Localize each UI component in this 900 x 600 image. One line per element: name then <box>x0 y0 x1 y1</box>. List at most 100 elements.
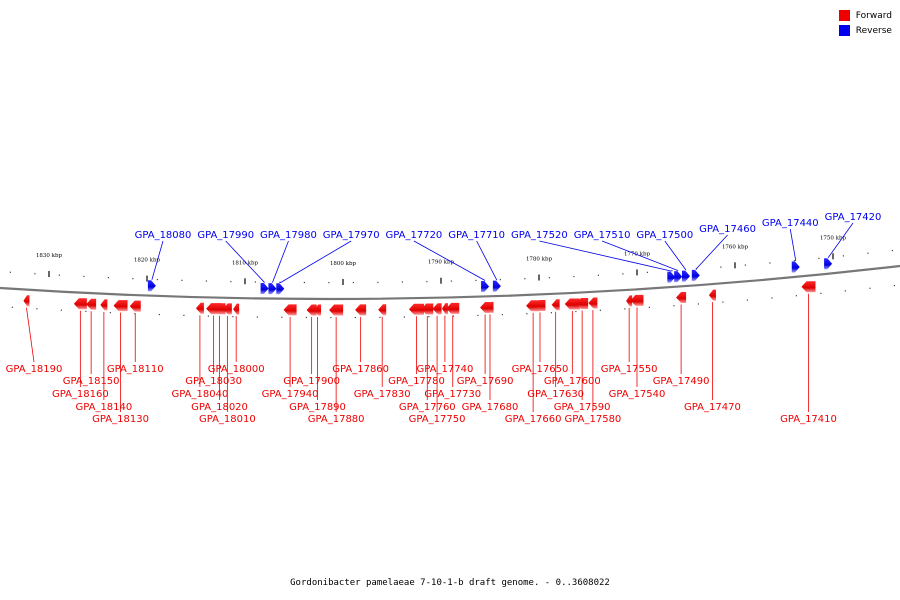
gene-label-gpa-18000: GPA_18000 <box>208 364 265 375</box>
label-line <box>26 307 35 363</box>
gene-gpa-17970 <box>276 283 285 295</box>
gene-label-gpa-17760: GPA_17760 <box>399 402 456 413</box>
gene-gpa-17720 <box>481 281 490 293</box>
axis-dot <box>426 281 428 283</box>
gene-gpa-17900 <box>306 304 317 316</box>
gene-gpa-17890 <box>314 304 322 316</box>
axis-dot <box>452 315 454 317</box>
axis-dot <box>379 316 381 318</box>
gene-gpa-18140 <box>100 299 108 311</box>
axis-dot <box>722 301 724 303</box>
axis-dot <box>720 266 722 268</box>
axis-dot <box>36 308 38 310</box>
axis-dot <box>107 277 109 279</box>
gene-label-gpa-17550: GPA_17550 <box>601 364 658 375</box>
gene-label-gpa-17510: GPA_17510 <box>574 230 631 241</box>
gene-gpa-17940 <box>283 304 297 316</box>
gene-gpa-17880 <box>329 304 344 316</box>
axis-dot <box>771 297 773 299</box>
label-line <box>789 228 797 262</box>
label-line <box>664 240 687 271</box>
axis-dot <box>624 308 626 310</box>
gene-gpa-17710 <box>492 280 501 292</box>
gene-gpa-17780 <box>409 303 424 315</box>
gene-gpa-18110 <box>129 300 141 312</box>
axis-dot <box>746 299 748 301</box>
gene-label-gpa-18020: GPA_18020 <box>191 402 248 413</box>
forward-label-lines <box>26 293 809 412</box>
gene-label-gpa-18190: GPA_18190 <box>6 364 63 375</box>
gene-label-gpa-18140: GPA_18140 <box>75 402 132 413</box>
axis-dot <box>477 314 479 317</box>
axis-dot <box>550 312 552 314</box>
gene-label-gpa-17780: GPA_17780 <box>388 376 445 387</box>
gene-label-gpa-17420: GPA_17420 <box>825 212 882 223</box>
axis-dot <box>869 287 871 289</box>
axis-dot <box>330 316 332 319</box>
label-line <box>272 240 289 283</box>
gene-label-gpa-17650: GPA_17650 <box>512 364 569 375</box>
gene-label-gpa-17460: GPA_17460 <box>699 224 756 235</box>
axis-dot <box>795 295 797 297</box>
axis-dot <box>893 284 895 287</box>
axis-dot <box>524 278 526 280</box>
label-line <box>695 234 728 270</box>
label-line <box>539 240 672 272</box>
gene-label-gpa-17440: GPA_17440 <box>762 218 819 229</box>
legend-forward-label: Forward <box>855 10 892 21</box>
gene-gpa-17410 <box>801 281 816 293</box>
axis-dot <box>328 281 330 284</box>
gene-label-gpa-17500: GPA_17500 <box>636 230 693 241</box>
gene-label-gpa-17410: GPA_17410 <box>780 414 837 425</box>
gene-gpa-17520 <box>667 271 676 283</box>
axis-dot <box>597 274 599 276</box>
gene-label-gpa-17470: GPA_17470 <box>684 402 741 413</box>
axis-dot <box>158 313 160 316</box>
gene-gpa-17860 <box>355 304 367 316</box>
axis-dot <box>673 305 675 307</box>
gene-label-gpa-17900: GPA_17900 <box>283 376 340 387</box>
axis-dots <box>9 249 895 319</box>
gene-gpa-17760 <box>421 303 434 315</box>
axis-dot <box>11 306 13 308</box>
gene-label-gpa-17940: GPA_17940 <box>262 389 319 400</box>
axis-dot <box>403 316 405 318</box>
axis-tick-label: 1830 kbp <box>36 253 63 259</box>
gene-label-gpa-17580: GPA_17580 <box>565 414 622 425</box>
legend-forward: Forward <box>838 8 892 23</box>
axis-dot <box>818 257 820 259</box>
gene-label-gpa-17830: GPA_17830 <box>354 389 411 400</box>
axis-dot <box>744 264 746 266</box>
axis-tick-label: 1780 kbp <box>526 257 553 263</box>
gene-gpa-17460 <box>691 269 700 281</box>
legend-reverse-swatch <box>838 25 850 36</box>
gene-gpa-17680 <box>486 301 494 313</box>
gene-gpa-17580 <box>588 297 598 309</box>
label-line <box>225 240 265 283</box>
label-line <box>280 240 352 284</box>
axis-tick-label: 1820 kbp <box>134 258 161 264</box>
gene-gpa-18150 <box>86 298 97 310</box>
axis-dot <box>58 274 60 276</box>
gene-gpa-17660 <box>526 300 541 312</box>
axis-dot <box>501 314 503 316</box>
gene-label-gpa-18040: GPA_18040 <box>172 389 229 400</box>
forward-genes <box>23 281 816 316</box>
gene-gpa-17630 <box>551 299 560 311</box>
gene-label-gpa-17860: GPA_17860 <box>332 364 389 375</box>
axis-dot <box>475 279 477 282</box>
axis-dot <box>646 271 648 273</box>
axis-dot <box>671 270 673 272</box>
axis-dot <box>377 281 379 283</box>
genome-caption: Gordonibacter pamelaeae 7-10-1-b draft g… <box>290 578 610 588</box>
label-line <box>151 240 164 280</box>
gene-gpa-17540 <box>630 294 644 306</box>
axis-tick-label: 1810 kbp <box>232 260 259 266</box>
axis-tick-label: 1750 kbp <box>820 235 847 241</box>
gene-gpa-17650 <box>534 299 546 311</box>
axis-dot <box>573 275 575 278</box>
legend: Forward Reverse <box>838 8 892 38</box>
axis-dot <box>303 281 305 284</box>
reverse-gene-labels: GPA_18080 GPA_17990 GPA_17980 GPA_17970 GPA_… <box>135 212 882 241</box>
axis-dot <box>820 292 822 294</box>
